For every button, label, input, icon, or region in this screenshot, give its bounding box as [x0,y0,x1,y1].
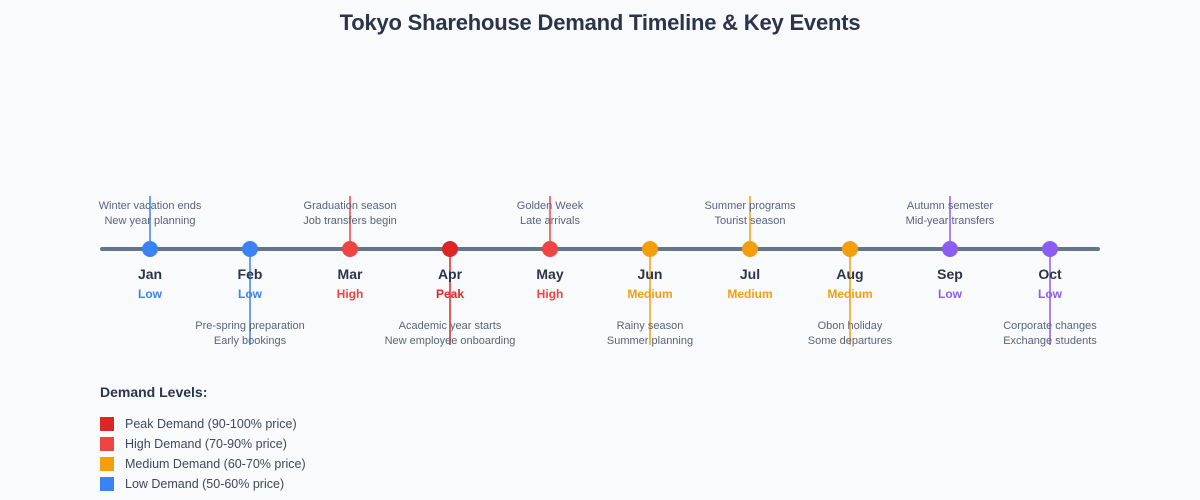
timeline-marker-dot[interactable] [542,241,558,257]
timeline-marker-dot[interactable] [142,241,158,257]
month-label: Sep [937,266,963,282]
timeline-label-group: Apr Peak [390,265,510,303]
legend-color-swatch [100,457,114,471]
month-label: Feb [237,266,263,282]
demand-level-label: High [536,287,564,301]
legend: Demand Levels: Peak Demand (90-100% pric… [100,384,600,494]
page-title: Tokyo Sharehouse Demand Timeline & Key E… [339,10,861,35]
event-text: Autumn semester [906,200,994,212]
event-text: Obon holiday [817,320,883,332]
legend-title: Demand Levels: [100,384,208,400]
timeline-label-group: Jan Low [90,265,210,303]
demand-level-label: High [336,287,364,301]
event-text: Mid-year transfers [905,215,995,227]
timeline-marker-dot[interactable] [442,241,458,257]
timeline-connector-stem [949,196,951,251]
timeline-connector-stem [649,249,651,345]
legend-item-label: Low Demand (50-60% price) [125,477,285,491]
legend-item-label: High Demand (70-90% price) [125,437,287,451]
event-text: New year planning [104,215,196,227]
event-label-group: Corporate changes Exchange students [940,319,1160,349]
event-text: Summer programs [704,200,796,212]
month-label: Aug [836,266,864,282]
event-text: Corporate changes [1003,320,1097,332]
event-text: Rainy season [616,320,684,332]
event-label-group: Pre-spring preparation Early bookings [140,319,360,349]
timeline-connector-stem [149,196,151,251]
timeline-marker-dot[interactable] [342,241,358,257]
event-label-group: Obon holiday Some departures [740,319,960,349]
legend-items: Peak Demand (90-100% price) High Demand (… [100,414,600,494]
timeline-connector-stem [449,249,451,345]
legend-item[interactable]: Low Demand (50-60% price) [100,474,600,494]
timeline-chart: Jan Low Winter vacation ends New year plann… [40,196,1160,349]
event-label-group: Golden Week Late arrivals [440,199,660,229]
event-label-group: Autumn semester Mid-year transfers [840,199,1060,229]
event-label-group: Summer programs Tourist season [640,199,860,229]
month-label: Jan [137,266,163,282]
timeline-label-group: Oct Low [990,265,1110,303]
legend-color-swatch [100,437,114,451]
event-text: Tourist season [714,215,786,227]
demand-level-label: Medium [727,287,773,301]
timeline-label-group: May High [490,265,610,303]
event-text: Early bookings [213,335,287,347]
timeline-marker-dot[interactable] [1042,241,1058,257]
event-text: New employee onboarding [384,335,516,347]
event-text: Exchange students [1003,335,1097,347]
demand-level-label: Low [938,287,962,301]
timeline-label-group: Aug Medium [790,265,910,303]
event-text: Winter vacation ends [98,200,202,212]
event-label-group: Academic year starts New employee onboard… [340,319,560,349]
timeline-connector-stem [1049,249,1051,345]
timeline-marker-dot[interactable] [242,241,258,257]
month-label: Oct [1038,266,1062,282]
month-label: Jul [739,266,761,282]
timeline-connector-stem [749,196,751,251]
legend-color-swatch [100,477,114,491]
timeline-label-group: Feb Low [190,265,310,303]
timeline-connector-stem [849,249,851,345]
timeline-connector-stem [249,249,251,345]
event-label-group: Winter vacation ends New year planning [40,199,260,229]
event-text: Some departures [807,335,893,347]
timeline-connector-stem [349,196,351,251]
timeline-marker-dot[interactable] [742,241,758,257]
timeline-label-group: Mar High [290,265,410,303]
event-label-group: Rainy season Summer planning [540,319,760,349]
event-label-group: Graduation season Job transfers begin [240,199,460,229]
event-text: Late arrivals [520,215,580,227]
event-text: Academic year starts [398,320,502,332]
demand-level-label: Low [1038,287,1062,301]
timeline-connector-stem [549,196,551,251]
timeline-label-group: Sep Low [890,265,1010,303]
demand-level-label: Low [138,287,162,301]
timeline-marker-dot[interactable] [842,241,858,257]
month-label: Jun [637,266,663,282]
legend-item[interactable]: Medium Demand (60-70% price) [100,454,600,474]
timeline-axis [100,247,1100,251]
timeline-marker-dot[interactable] [642,241,658,257]
demand-level-label: Peak [435,287,465,301]
legend-item-label: Medium Demand (60-70% price) [125,457,306,471]
timeline-marker-dot[interactable] [942,241,958,257]
demand-level-label: Medium [827,287,873,301]
event-text: Graduation season [303,200,397,212]
month-label: Mar [337,266,363,282]
timeline-label-group: Jul Medium [690,265,810,303]
demand-level-label: Medium [627,287,673,301]
event-text: Summer planning [606,335,694,347]
event-text: Pre-spring preparation [195,320,305,332]
legend-color-swatch [100,417,114,431]
event-text: Golden Week [516,200,584,212]
event-text: Job transfers begin [303,215,397,227]
timeline-label-group: Jun Medium [590,265,710,303]
month-label: Apr [437,266,463,282]
legend-item[interactable]: High Demand (70-90% price) [100,434,600,454]
month-label: May [536,266,564,282]
demand-level-label: Low [238,287,262,301]
legend-item[interactable]: Peak Demand (90-100% price) [100,414,600,434]
legend-item-label: Peak Demand (90-100% price) [125,417,297,431]
